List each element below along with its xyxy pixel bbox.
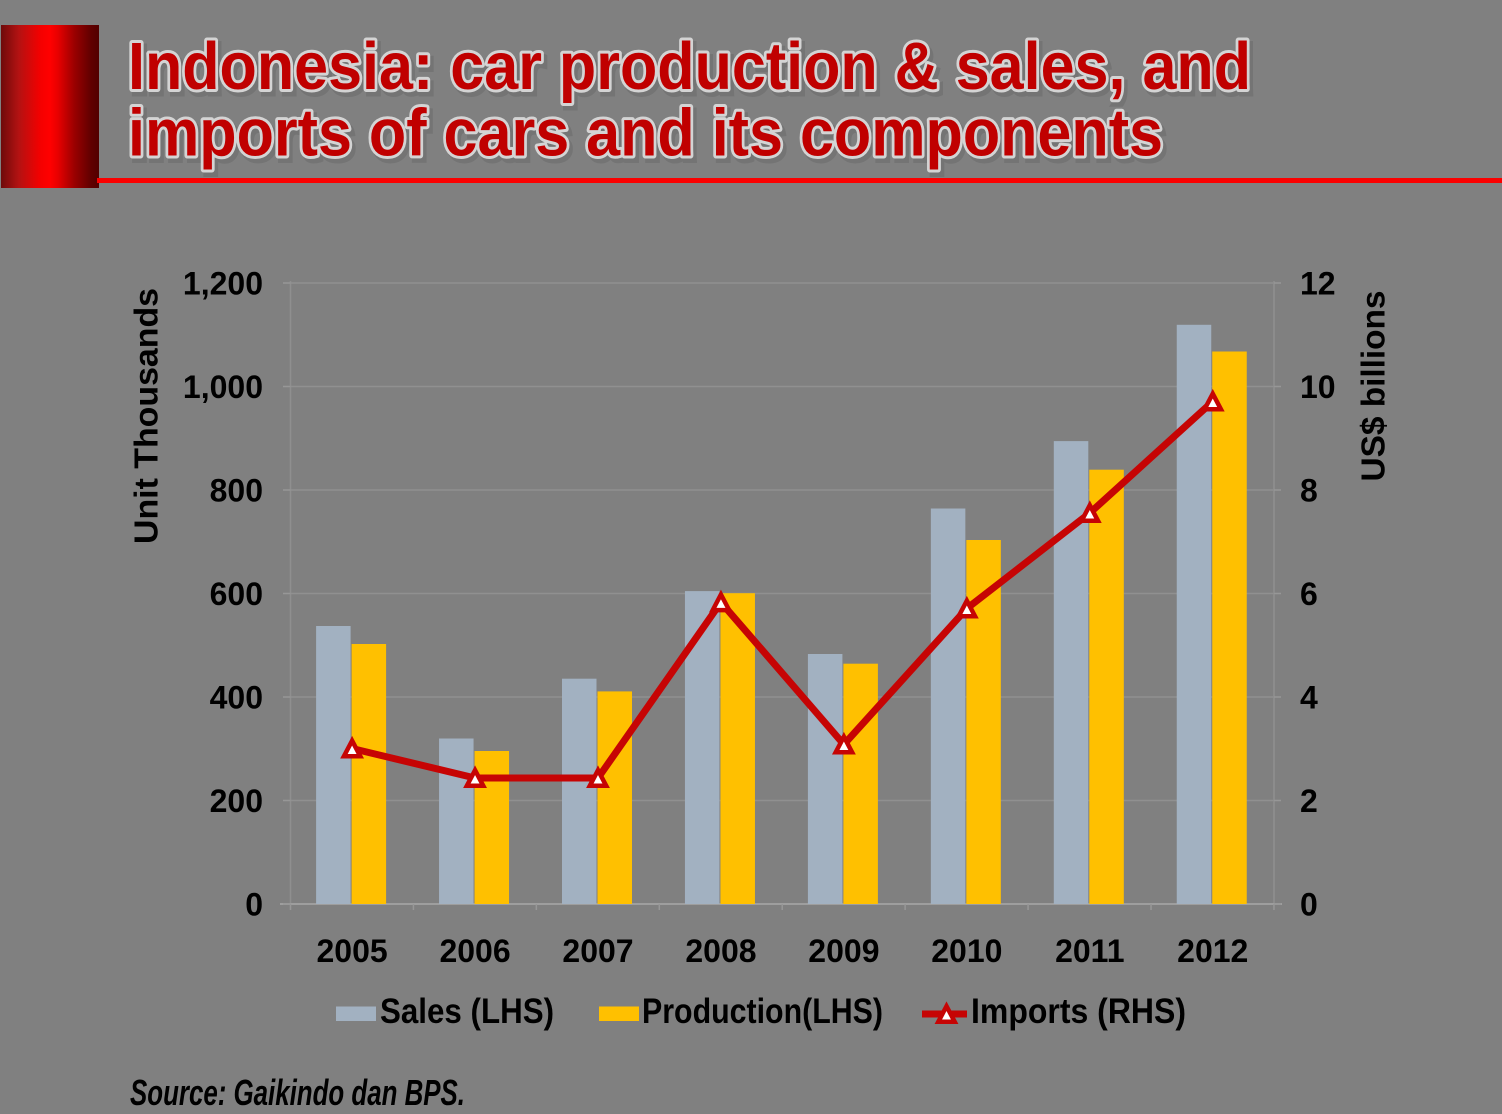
- svg-text:2010: 2010: [931, 933, 1002, 969]
- svg-text:2011: 2011: [1055, 933, 1124, 969]
- svg-text:0: 0: [1300, 887, 1318, 923]
- svg-text:0: 0: [245, 887, 263, 923]
- svg-text:Source: Gaikindo dan BPS.: Source: Gaikindo dan BPS.: [130, 1072, 465, 1113]
- svg-text:200: 200: [210, 783, 263, 819]
- svg-text:2: 2: [1300, 783, 1318, 819]
- svg-text:2007: 2007: [562, 933, 633, 969]
- svg-text:2008: 2008: [685, 933, 756, 969]
- svg-text:Imports (RHS): Imports (RHS): [971, 992, 1186, 1031]
- svg-text:Indonesia: car production & sa: Indonesia: car production & sales, and: [131, 33, 1254, 108]
- svg-text:2009: 2009: [808, 933, 879, 969]
- svg-text:2006: 2006: [439, 933, 510, 969]
- svg-text:4: 4: [1300, 680, 1318, 716]
- svg-text:Sales (LHS): Sales (LHS): [380, 992, 554, 1031]
- svg-text:imports of cars and its compon: imports of cars and its components: [131, 100, 1166, 175]
- svg-text:8: 8: [1300, 473, 1318, 509]
- svg-text:imports of cars and its compon: imports of cars and its components: [128, 96, 1163, 171]
- svg-text:2012: 2012: [1177, 933, 1248, 969]
- svg-text:6: 6: [1300, 576, 1318, 612]
- svg-text:US$ billions: US$ billions: [1355, 291, 1392, 482]
- svg-text:1,000: 1,000: [183, 369, 263, 405]
- svg-text:Indonesia: car production & sa: Indonesia: car production & sales, and: [128, 29, 1251, 104]
- svg-text:10: 10: [1300, 369, 1336, 405]
- svg-text:Unit Thousands: Unit Thousands: [128, 288, 165, 544]
- svg-text:400: 400: [210, 680, 263, 716]
- svg-text:800: 800: [210, 473, 263, 509]
- svg-text:Production(LHS): Production(LHS): [642, 992, 883, 1031]
- svg-text:2005: 2005: [317, 933, 388, 969]
- svg-text:600: 600: [210, 576, 263, 612]
- svg-text:12: 12: [1300, 266, 1336, 302]
- svg-text:1,200: 1,200: [183, 266, 263, 302]
